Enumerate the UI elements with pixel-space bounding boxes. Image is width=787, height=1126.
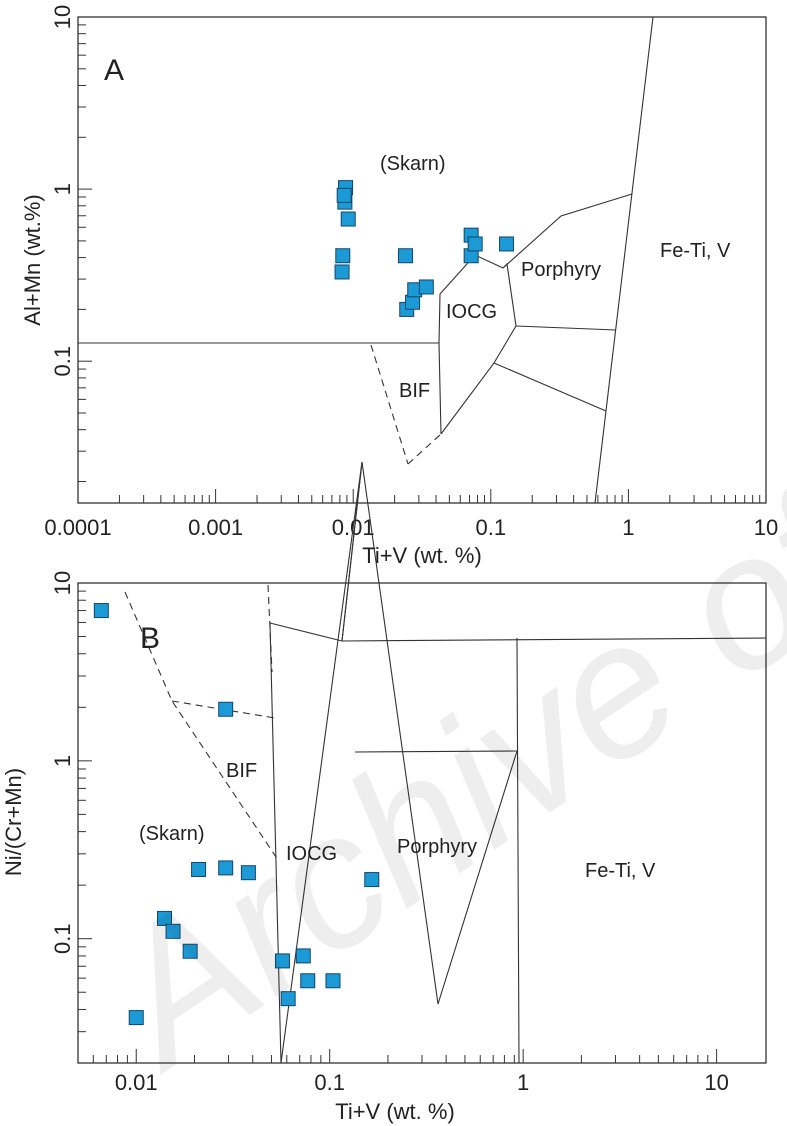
- panel-b-data-point: [191, 861, 207, 877]
- field-b-fe-ti-v: Fe-Ti, V: [585, 860, 656, 882]
- panel-b-data-point: [280, 991, 296, 1007]
- panel-a-field-boundaries: [78, 16, 654, 504]
- field-b-porphyry: Porphyry: [397, 836, 477, 858]
- panel-b-label: B: [140, 622, 160, 655]
- panel-a-data-point: [498, 236, 514, 252]
- panel-b-bif-left: [124, 591, 279, 861]
- panel-b-data-point: [295, 948, 311, 964]
- panel-b-y-tick-label: 1: [50, 755, 75, 767]
- panel-a-frame: [77, 16, 767, 504]
- panel-b-field-boundaries: [124, 461, 767, 1064]
- panel-a-bif-boundary-right: [407, 433, 442, 465]
- panel-b-x-tick-label: 1: [517, 1070, 529, 1095]
- panel-b-y-axis-title: Ni/(Cr+Mn): [1, 768, 26, 876]
- panel-a-data-point: [418, 279, 434, 295]
- panel-b-data-point: [274, 953, 290, 969]
- field-a-fe-ti-v: Fe-Ti, V: [660, 240, 731, 262]
- panel-a-data-point: [467, 236, 483, 252]
- field-a-bif: BIF: [399, 380, 430, 402]
- panel-b-data-point: [325, 973, 341, 989]
- panel-b-tick-labels: 0.01 0.1 1 10 0.1 1 10: [50, 571, 729, 1095]
- panel-b-porphyry-top: [354, 750, 518, 753]
- panel-a-label: A: [104, 54, 124, 87]
- panel-a-fe-ti-v-boundary: [594, 16, 654, 504]
- panel-a-chart: A (Skarn) IOCG Porphyry Fe-Ti, V BIF 0.0…: [20, 5, 778, 568]
- panel-a-y-tick-label: 0.1: [50, 346, 75, 377]
- panel-b-y-tick-label: 0.1: [50, 923, 75, 954]
- field-b-bif: BIF: [226, 760, 257, 782]
- panel-b-x-tick-label: 0.01: [115, 1070, 158, 1095]
- watermark: Archive of SID: [64, 249, 787, 1109]
- field-a-skarn: (Skarn): [380, 153, 446, 175]
- panel-b-data-point: [218, 701, 234, 717]
- panel-a-bif-boundary-left: [370, 344, 409, 465]
- panel-b-data-point: [300, 973, 316, 989]
- panel-a-y-tick-label: 1: [50, 183, 75, 195]
- panel-a-iocg-lower: [493, 362, 607, 412]
- panel-b-iocg-boundary: [269, 622, 282, 1064]
- panel-a-data-point: [405, 294, 421, 310]
- panel-a-y-tick-label: 10: [50, 5, 75, 29]
- panel-b-x-tick-label: 10: [704, 1070, 728, 1095]
- panel-b-fe-ti-v-boundary: [516, 637, 520, 1064]
- field-b-iocg: IOCG: [286, 843, 337, 865]
- panel-a-porphyry-lower: [515, 325, 617, 331]
- panel-b-ticks: [77, 582, 718, 1064]
- panel-b-data-point: [240, 865, 256, 881]
- panel-a-data-point: [335, 248, 351, 264]
- panel-a-data-point: [334, 264, 350, 280]
- panel-b-points: [93, 603, 380, 1026]
- panel-a-points: [334, 180, 514, 317]
- panel-a-y-axis-title: Al+Mn (wt.%): [20, 194, 45, 325]
- panel-a-data-point: [340, 211, 356, 227]
- panel-b-data-point: [165, 923, 181, 939]
- panel-a-x-tick-label: 0.001: [188, 515, 243, 540]
- panel-a-x-tick-label: 0.0001: [44, 515, 111, 540]
- panel-b-data-point: [182, 943, 198, 959]
- panel-b-iocg-top: [269, 461, 363, 642]
- panel-a-iocg-left-boundary: [438, 254, 517, 435]
- panel-b-data-point: [157, 910, 173, 926]
- field-a-porphyry: Porphyry: [521, 259, 601, 281]
- panel-a-porphyry-boundary: [502, 193, 633, 269]
- panel-b-data-point: [128, 1010, 144, 1026]
- panel-a-ticks: [77, 16, 767, 503]
- panel-a-data-point: [336, 187, 352, 203]
- panel-b-data-point: [364, 872, 380, 888]
- panel-a-x-tick-label: 1: [622, 515, 634, 540]
- panel-b-x-axis-title: Ti+V (wt. %): [335, 1099, 455, 1124]
- panel-b-top-boundary: [341, 637, 767, 642]
- panel-a-x-axis-title: Ti+V (wt. %): [362, 543, 482, 568]
- panel-b-data-point: [218, 860, 234, 876]
- panel-b-x-tick-label: 0.1: [314, 1070, 345, 1095]
- panel-a-data-point: [398, 248, 414, 264]
- panel-b-chart: B BIF (Skarn) IOCG Porphyry Fe-Ti, V 0.0…: [1, 461, 767, 1124]
- panel-b-bif-right: [267, 584, 273, 673]
- field-a-iocg: IOCG: [446, 301, 497, 323]
- panel-b-y-tick-label: 10: [50, 571, 75, 595]
- field-b-skarn: (Skarn): [139, 823, 205, 845]
- panel-a-x-tick-label: 10: [754, 515, 778, 540]
- panel-b-porphyry-boundary: [361, 461, 518, 1005]
- panel-a-x-tick-label: 0.1: [476, 515, 507, 540]
- panel-b-data-point: [93, 603, 109, 619]
